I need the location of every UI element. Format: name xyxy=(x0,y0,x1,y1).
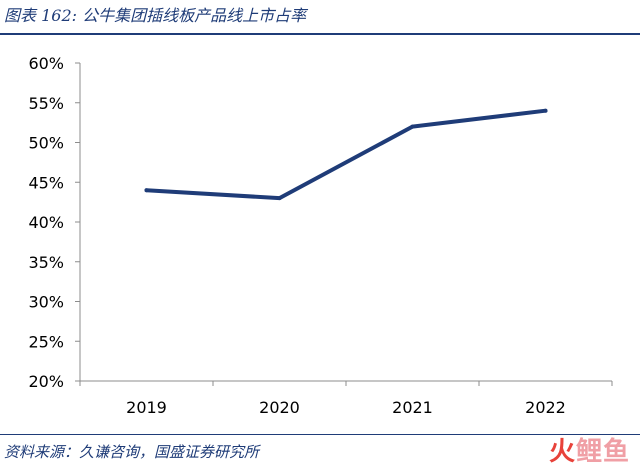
y-tick-label: 20% xyxy=(28,372,64,391)
y-tick-label: 50% xyxy=(28,134,64,153)
y-tick-label: 35% xyxy=(28,253,64,272)
data-point xyxy=(277,196,282,201)
y-tick-label: 45% xyxy=(28,173,64,192)
x-tick-label: 2022 xyxy=(525,398,566,417)
watermark-fire-char: 火 xyxy=(548,437,576,467)
source-note: 资料来源：久谦咨询，国盛证券研究所 xyxy=(4,443,260,461)
series-line xyxy=(144,108,548,201)
y-tick-label: 40% xyxy=(28,213,64,232)
data-point xyxy=(410,124,415,129)
y-tick-label: 55% xyxy=(28,94,64,113)
line-chart: 20% 25% 30% 35% 40% 45% 50% 55% 60% 2019 2020 2021 2… xyxy=(28,54,613,417)
x-tick-label: 2021 xyxy=(392,398,433,417)
watermark-logo: 火鲤鱼 xyxy=(549,436,630,468)
y-tick-label: 30% xyxy=(28,293,64,312)
bottom-divider xyxy=(0,434,640,435)
figure-title: 图表 162: 公牛集团插线板产品线上市占率 xyxy=(4,6,307,25)
x-tick-label: 2020 xyxy=(259,398,300,417)
y-tick-label: 60% xyxy=(28,54,64,73)
data-point xyxy=(543,108,548,113)
top-divider xyxy=(0,33,640,35)
x-tick-label: 2019 xyxy=(126,398,167,417)
watermark-fish-chars: 鲤鱼 xyxy=(575,437,630,467)
y-tick-label: 25% xyxy=(28,332,64,351)
data-point xyxy=(144,188,149,193)
